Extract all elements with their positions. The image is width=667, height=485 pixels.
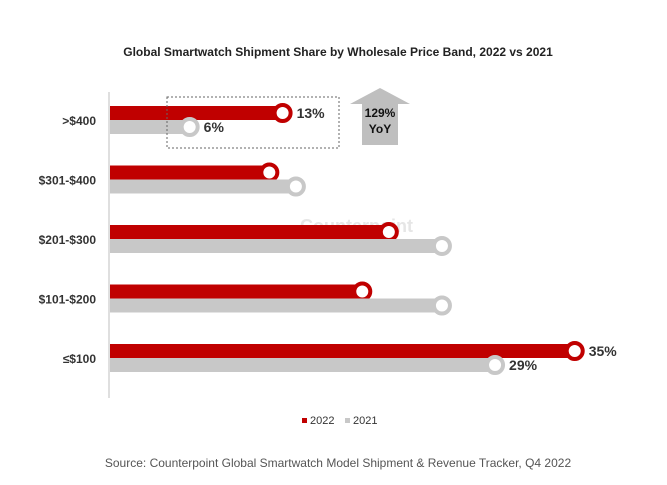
y-tick-label-201-300: $201-$300 — [39, 233, 97, 247]
legend-label-2022: 2022 — [310, 415, 334, 427]
bars-group: >$400 13% 6% $301-$400 $201-$300 $101-$200 ≤$1… — [39, 103, 618, 375]
bar-end-marker-2021-101-200 — [431, 295, 452, 316]
bar-2021-gt-400 — [110, 120, 190, 134]
bar-2022-le-100 — [110, 344, 575, 358]
bar-2021-le-100 — [110, 358, 496, 372]
bar-2022-201-300 — [110, 225, 389, 239]
bar-2021-101-200 — [110, 298, 442, 313]
legend-swatch-2021 — [345, 418, 350, 423]
legend: 2022 2021 — [302, 415, 377, 427]
yoy-percent: 129% — [365, 106, 396, 120]
bar-end-marker-2021-le-100 — [485, 355, 506, 375]
y-tick-label-le-100: ≤$100 — [63, 352, 97, 366]
y-tick-label-301-400: $301-$400 — [39, 174, 97, 188]
bar-end-marker-2022-301-400 — [259, 162, 280, 183]
yoy-up-arrow — [350, 88, 410, 145]
bar-2021-301-400 — [110, 179, 296, 194]
bar-end-marker-2022-101-200 — [352, 281, 373, 302]
legend-swatch-2022 — [302, 418, 307, 423]
bar-end-marker-2022-le-100 — [564, 341, 585, 361]
bar-end-marker-2021-201-300 — [431, 236, 452, 256]
bar-2022-101-200 — [110, 284, 363, 299]
bar-2022-301-400 — [110, 165, 270, 180]
y-tick-label-101-200: $101-$200 — [39, 293, 97, 307]
highlight-box — [166, 96, 340, 149]
chart-title: Global Smartwatch Shipment Share by Whol… — [123, 45, 553, 59]
legend-label-2021: 2021 — [353, 415, 377, 427]
data-label-2021-gt-400: 6% — [204, 119, 225, 135]
data-label-2022-le-100: 35% — [589, 343, 618, 359]
bar-2022-gt-400 — [110, 106, 283, 120]
bar-end-marker-2022-201-300 — [378, 222, 399, 242]
y-tick-label-gt-400: >$400 — [62, 114, 96, 128]
data-label-2022-gt-400: 13% — [297, 105, 326, 121]
source-note: Source: Counterpoint Global Smartwatch M… — [105, 456, 572, 470]
bar-2021-201-300 — [110, 239, 442, 253]
bar-end-marker-2021-301-400 — [285, 176, 306, 197]
bar-end-marker-2022-gt-400 — [272, 103, 293, 123]
yoy-label: YoY — [369, 122, 391, 136]
data-label-2021-le-100: 29% — [509, 357, 538, 373]
bar-end-marker-2021-gt-400 — [179, 117, 200, 137]
